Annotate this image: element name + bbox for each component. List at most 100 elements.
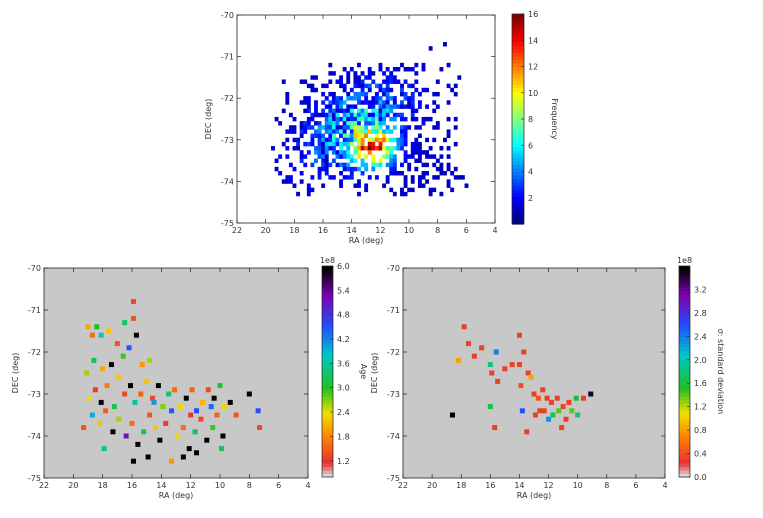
heatmap-cell bbox=[364, 166, 369, 172]
heatmap-cell bbox=[367, 150, 372, 155]
heatmap-cell bbox=[389, 166, 394, 172]
heatmap-cell bbox=[371, 104, 376, 109]
heatmap-cell bbox=[414, 71, 419, 76]
y-tick-label: -70 bbox=[387, 264, 400, 273]
heatmap-cell bbox=[392, 112, 397, 118]
data-point bbox=[166, 391, 172, 397]
heatmap-cell bbox=[317, 137, 322, 143]
heatmap-cell bbox=[314, 100, 318, 105]
heatmap-cell bbox=[453, 83, 458, 89]
colorbar-segment bbox=[512, 115, 524, 120]
colorbar-segment bbox=[322, 462, 333, 468]
heatmap-cell bbox=[346, 137, 351, 143]
heatmap-cell bbox=[378, 83, 383, 89]
y-tick-label: -74 bbox=[387, 432, 400, 441]
heatmap-cell bbox=[328, 137, 333, 143]
heatmap-cell bbox=[367, 146, 372, 151]
x-tick-label: 4 bbox=[305, 481, 310, 490]
data-point bbox=[487, 362, 493, 368]
colorbar-segment bbox=[512, 210, 524, 215]
heatmap-cell bbox=[453, 91, 458, 97]
y-tick-label: -75 bbox=[221, 219, 234, 228]
heatmap-cell bbox=[281, 108, 286, 114]
heatmap-cell bbox=[371, 129, 376, 134]
heatmap-cell bbox=[374, 121, 379, 126]
x-tick-label: 22 bbox=[232, 226, 242, 235]
data-point bbox=[103, 408, 109, 414]
heatmap-cell bbox=[353, 121, 358, 126]
heatmap-cell bbox=[385, 67, 390, 72]
heatmap-cell bbox=[417, 150, 422, 155]
colorbar-segment bbox=[512, 196, 524, 201]
heatmap-cell bbox=[349, 129, 354, 134]
heatmap-cell bbox=[331, 175, 336, 180]
heatmap-cell bbox=[299, 171, 304, 176]
heatmap-cell bbox=[400, 129, 404, 134]
heatmap-cell bbox=[314, 146, 318, 151]
heatmap-cell bbox=[346, 146, 351, 151]
colorbar-segment bbox=[679, 371, 690, 376]
colorbar-segment bbox=[512, 87, 524, 92]
data-point bbox=[135, 441, 141, 447]
heatmap-cell bbox=[285, 154, 290, 159]
colorbar-segment bbox=[512, 154, 524, 159]
colorbar-segment bbox=[512, 112, 524, 117]
heatmap-cell bbox=[364, 162, 369, 168]
heatmap-cell bbox=[378, 100, 383, 105]
heatmap-cell bbox=[349, 108, 354, 114]
heatmap-cell bbox=[400, 83, 404, 89]
heatmap-cell bbox=[335, 162, 340, 168]
y-tick-label: -72 bbox=[387, 348, 400, 357]
heatmap-cell bbox=[389, 150, 394, 155]
colorbar-tick-label: 1.6 bbox=[694, 379, 707, 388]
y-tick-label: -71 bbox=[387, 306, 400, 315]
heatmap-cell bbox=[328, 71, 333, 76]
heatmap-cell bbox=[446, 133, 451, 139]
data-point bbox=[122, 391, 128, 397]
heatmap-cell bbox=[285, 146, 290, 151]
heatmap-cell bbox=[428, 46, 433, 51]
heatmap-cell bbox=[339, 100, 344, 105]
colorbar-segment bbox=[322, 403, 333, 408]
data-point bbox=[466, 341, 471, 347]
heatmap-cell bbox=[339, 141, 344, 147]
data-point bbox=[169, 408, 175, 414]
heatmap-cell bbox=[331, 133, 336, 139]
heatmap-cell bbox=[346, 116, 351, 122]
heatmap-cell bbox=[407, 83, 412, 89]
heatmap-cell bbox=[371, 125, 376, 130]
heatmap-cell bbox=[335, 112, 340, 118]
colorbar-segment bbox=[512, 101, 524, 106]
colorbar-segment bbox=[322, 378, 333, 383]
colorbar-segment bbox=[512, 91, 524, 96]
heatmap-cell bbox=[321, 108, 326, 114]
heatmap-cell bbox=[324, 158, 329, 163]
heatmap-cell bbox=[400, 133, 404, 139]
heatmap-cell bbox=[310, 141, 315, 147]
heatmap-cell bbox=[314, 87, 318, 93]
colorbar-tick-label: 16 bbox=[528, 10, 538, 19]
heatmap-cell bbox=[357, 121, 361, 126]
heatmap-cell bbox=[328, 125, 333, 130]
heatmap-cell bbox=[357, 96, 361, 101]
heatmap-cell bbox=[317, 125, 322, 130]
heatmap-cell bbox=[385, 75, 390, 80]
heatmap-cell bbox=[432, 137, 437, 143]
heatmap-cell bbox=[306, 150, 311, 155]
data-point bbox=[122, 320, 128, 326]
heatmap-cell bbox=[407, 166, 412, 172]
heatmap-cell bbox=[432, 154, 437, 159]
heatmap-cell bbox=[367, 116, 372, 122]
data-point bbox=[130, 299, 136, 305]
heatmap-cell bbox=[360, 125, 365, 130]
x-tick-label: 20 bbox=[427, 481, 437, 490]
heatmap-cell bbox=[407, 67, 412, 72]
heatmap-cell bbox=[457, 175, 462, 180]
heatmap-cell bbox=[446, 183, 451, 188]
heatmap-cell bbox=[349, 154, 354, 159]
colorbar-segment bbox=[322, 357, 333, 362]
heatmap-cell bbox=[342, 141, 347, 147]
data-point bbox=[163, 420, 169, 426]
data-point bbox=[566, 399, 572, 405]
colorbar-segment bbox=[512, 140, 524, 145]
